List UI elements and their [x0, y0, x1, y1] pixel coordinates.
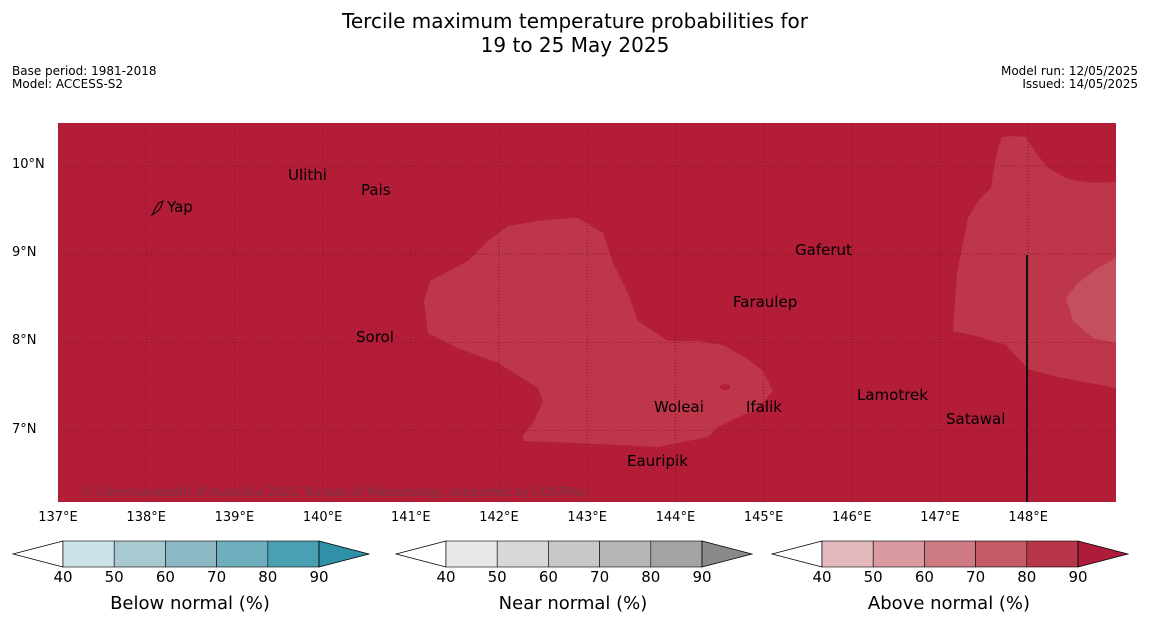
colorbar-tick-label: 40	[53, 568, 73, 586]
place-label: Lamotrek	[857, 386, 928, 404]
model-run: Model run: 12/05/2025	[1000, 64, 1138, 78]
longitude-label: 141°E	[391, 510, 431, 525]
latitude-label: 8°N	[12, 333, 37, 349]
colorbar-extend-low	[395, 540, 447, 568]
colorbar-segment	[924, 540, 976, 568]
longitude-label: 140°E	[302, 510, 343, 525]
place-label: Gaferut	[795, 241, 852, 259]
probability-blip	[720, 384, 730, 390]
colorbar-extend-high	[1077, 540, 1129, 568]
longitude-label: 137°E	[38, 510, 78, 525]
place-label: Satawal	[946, 410, 1006, 428]
place-label: Yap	[167, 198, 193, 216]
colorbar-title: Below normal (%)	[110, 593, 270, 614]
colorbar-tick-label: 80	[641, 568, 661, 586]
colorbar-segment	[599, 540, 652, 568]
longitude-label: 138°E	[126, 510, 166, 525]
probability-region-east-high	[1066, 258, 1116, 343]
place-label: Woleai	[654, 398, 704, 416]
colorbar-extend-high	[318, 540, 370, 568]
colorbar-segment	[821, 540, 874, 568]
longitude-label: 145°E	[743, 510, 784, 525]
map-title: Tercile maximum temperature probabilitie…	[0, 9, 1150, 57]
longitude-label: 143°E	[567, 510, 607, 525]
latitude-label: 7°N	[12, 421, 37, 437]
colorbar-segment	[650, 540, 703, 568]
colorbar-tick-label: 40	[436, 568, 456, 586]
colorbar-tick-label: 60	[914, 568, 934, 586]
colorbar-tick-label: 90	[692, 568, 712, 586]
yap-island	[150, 200, 164, 217]
copyright-notice: © Commonwealth of Australia 2025, Bureau…	[81, 485, 587, 499]
colorbar-tick-label: 80	[258, 568, 278, 586]
probability-region-center	[424, 218, 773, 447]
longitude-label: 142°E	[479, 510, 519, 525]
colorbar-tick-label: 70	[207, 568, 227, 586]
longitude-label: 147°E	[920, 510, 960, 525]
colorbar-tick-label: 90	[1068, 568, 1088, 586]
place-label: Sorol	[356, 328, 394, 346]
map-svg	[57, 123, 1116, 502]
colorbar-extend-low	[771, 540, 823, 568]
colorbar-tick-label: 50	[487, 568, 507, 586]
model-name: Model: ACCESS-S2	[12, 77, 124, 91]
colorbar-extend-high	[701, 540, 753, 568]
colorbar-segment	[267, 540, 320, 568]
colorbar-segment	[216, 540, 269, 568]
colorbar-title: Above normal (%)	[867, 593, 1031, 614]
colorbar-tick-label: 40	[812, 568, 832, 586]
colorbar-0	[12, 540, 370, 568]
meta-right: Model run: 12/05/2025 Issued: 14/05/2025	[1001, 65, 1138, 91]
colorbar-tick-label: 90	[309, 568, 329, 586]
map-area	[57, 123, 1116, 502]
probability-region-east	[953, 136, 1116, 388]
gridlines	[57, 123, 1116, 502]
place-label: Ulithi	[288, 166, 327, 184]
title-line-2: 19 to 25 May 2025	[480, 33, 670, 57]
place-label: Eauripik	[627, 452, 688, 470]
place-label: Ifalik	[746, 398, 782, 416]
place-label: Faraulep	[733, 293, 798, 311]
title-line-1: Tercile maximum temperature probabilitie…	[342, 9, 808, 33]
colorbar-segment	[872, 540, 925, 568]
colorbar-extend-low	[12, 540, 64, 568]
colorbar-tick-label: 60	[538, 568, 558, 586]
latitude-label: 9°N	[12, 245, 37, 261]
colorbar-tick-label: 50	[863, 568, 883, 586]
colorbar-segment	[1026, 540, 1079, 568]
issued-date: Issued: 14/05/2025	[1022, 77, 1138, 91]
base-period: Base period: 1981-2018	[12, 64, 157, 78]
colorbar-segment	[548, 540, 600, 568]
colorbar-tick-label: 70	[590, 568, 610, 586]
colorbar-tick-label: 60	[155, 568, 175, 586]
colorbar-segment	[165, 540, 217, 568]
place-label: Pais	[361, 181, 391, 199]
longitude-label: 144°E	[655, 510, 696, 525]
colorbar-tick-label: 50	[104, 568, 124, 586]
colorbar-tick-label: 80	[1017, 568, 1037, 586]
colorbar-segment	[62, 540, 115, 568]
latitude-label: 10°N	[12, 157, 45, 172]
colorbar-title: Near normal (%)	[498, 593, 648, 614]
longitude-label: 146°E	[832, 510, 872, 525]
colorbar-segment	[445, 540, 498, 568]
colorbar-segment	[496, 540, 549, 568]
colorbar-segment	[975, 540, 1028, 568]
colorbar-2	[771, 540, 1129, 568]
longitude-label: 148°E	[1008, 510, 1048, 525]
meta-left: Base period: 1981-2018 Model: ACCESS-S2	[12, 65, 157, 91]
longitude-label: 139°E	[214, 510, 255, 525]
colorbar-1	[395, 540, 753, 568]
colorbar-segment	[113, 540, 166, 568]
colorbar-tick-label: 70	[966, 568, 986, 586]
